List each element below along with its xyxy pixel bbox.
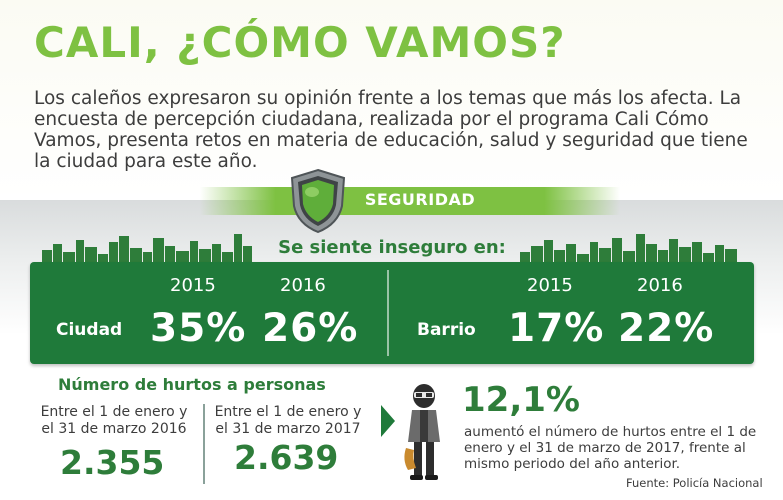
period-2017-text: Entre el 1 de enero y el 31 de marzo 201… bbox=[214, 404, 362, 437]
shield-icon bbox=[290, 168, 346, 234]
hurtos-2016-value: 2.355 bbox=[60, 443, 165, 482]
hurtos-title: Número de hurtos a personas bbox=[58, 375, 326, 394]
barrio-value-2015: 17% bbox=[508, 306, 605, 351]
arrow-icon bbox=[381, 405, 395, 437]
city-skyline-left bbox=[42, 234, 252, 264]
barrio-value-2016: 22% bbox=[618, 306, 715, 351]
barrio-label: Barrio bbox=[417, 320, 476, 340]
panel-divider bbox=[387, 270, 389, 356]
ciudad-value-2016: 26% bbox=[262, 306, 359, 351]
intro-paragraph: Los caleños expresaron su opinión frente… bbox=[34, 88, 748, 172]
ciudad-label: Ciudad bbox=[56, 320, 123, 340]
thief-icon bbox=[404, 384, 440, 480]
period-2016-text: Entre el 1 de enero y el 31 de marzo 201… bbox=[40, 404, 188, 437]
ciudad-year-2016: 2016 bbox=[280, 275, 326, 296]
barrio-year-2015: 2015 bbox=[527, 275, 573, 296]
insecurity-panel bbox=[30, 262, 754, 364]
section-label: SEGURIDAD bbox=[364, 190, 476, 209]
hurtos-increase: 12,1% bbox=[462, 380, 580, 420]
hurtos-divider bbox=[203, 404, 205, 484]
hurtos-description: aumentó el número de hurtos entre el 1 d… bbox=[464, 424, 757, 472]
ciudad-value-2015: 35% bbox=[150, 306, 247, 351]
page-title: CALI, ¿CÓMO VAMOS? bbox=[34, 18, 566, 67]
city-skyline-right bbox=[520, 234, 737, 264]
ciudad-year-2015: 2015 bbox=[170, 275, 216, 296]
barrio-year-2016: 2016 bbox=[637, 275, 683, 296]
hurtos-2017-value: 2.639 bbox=[234, 438, 339, 477]
source-note: Fuente: Policía Nacional bbox=[626, 476, 763, 490]
insecurity-heading: Se siente inseguro en: bbox=[278, 237, 506, 258]
section-banner bbox=[200, 187, 620, 215]
